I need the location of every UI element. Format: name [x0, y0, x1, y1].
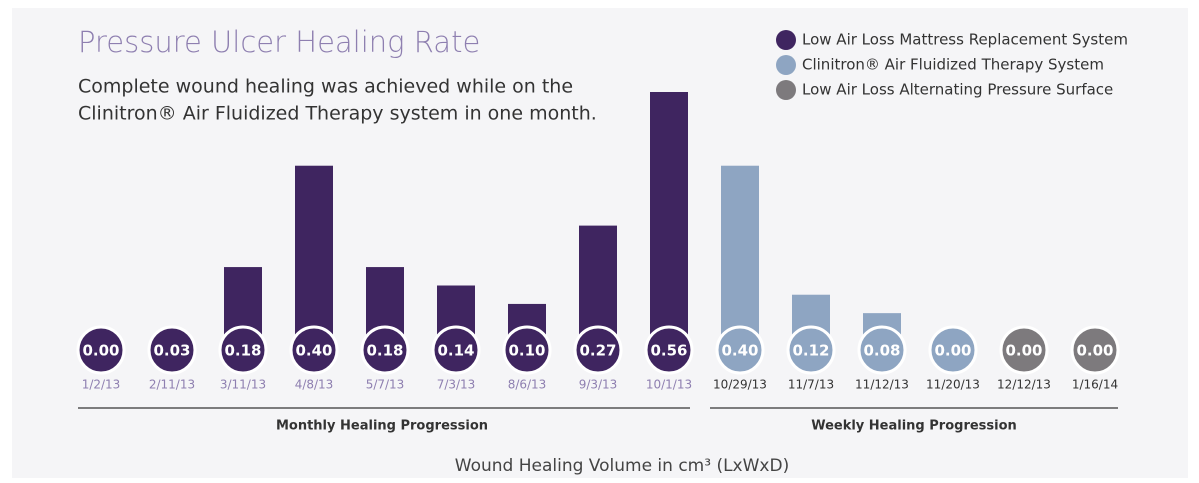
value-label: 0.00 — [1076, 342, 1113, 360]
value-label: 0.03 — [153, 342, 190, 360]
value-label: 0.18 — [224, 342, 261, 360]
x-tick-label: 10/1/13 — [646, 378, 692, 392]
value-badge — [928, 325, 978, 375]
value-badge — [431, 325, 481, 375]
bar — [721, 165, 759, 350]
x-tick-label: 1/16/14 — [1072, 378, 1118, 392]
bar — [295, 165, 333, 350]
x-tick-label: 5/7/13 — [366, 378, 405, 392]
x-axis-label: Wound Healing Volume in cm³ (LxWxD) — [455, 456, 789, 476]
x-tick-label: 7/3/13 — [437, 378, 476, 392]
value-label: 0.00 — [82, 342, 119, 360]
value-label: 0.00 — [1005, 342, 1042, 360]
x-tick-label: 10/29/13 — [713, 378, 767, 392]
value-badge — [715, 325, 765, 375]
legend-label: Low Air Loss Mattress Replacement System — [802, 31, 1128, 49]
value-label: 0.14 — [437, 342, 474, 360]
x-tick-label: 11/20/13 — [926, 378, 980, 392]
value-label: 0.40 — [721, 342, 758, 360]
x-tick-label: 11/7/13 — [788, 378, 834, 392]
group-label: Weekly Healing Progression — [811, 419, 1017, 434]
subtitle: Clinitron® Air Fluidized Therapy system … — [78, 103, 597, 125]
value-badge — [573, 325, 623, 375]
value-label: 0.27 — [579, 342, 616, 360]
x-tick-label: 11/12/13 — [855, 378, 909, 392]
value-badge — [786, 325, 836, 375]
value-badge — [360, 325, 410, 375]
legend-marker — [776, 55, 796, 75]
x-tick-label: 9/3/13 — [579, 378, 618, 392]
value-label: 0.40 — [295, 342, 332, 360]
chart-title: Pressure Ulcer Healing Rate — [78, 25, 480, 59]
x-tick-label: 4/8/13 — [295, 378, 334, 392]
value-badge — [289, 325, 339, 375]
bar — [650, 92, 688, 350]
x-tick-label: 2/11/13 — [149, 378, 195, 392]
legend-label: Low Air Loss Alternating Pressure Surfac… — [802, 81, 1113, 99]
x-tick-label: 12/12/13 — [997, 378, 1051, 392]
value-badge — [502, 325, 552, 375]
value-badge — [1070, 325, 1120, 375]
value-badge — [999, 325, 1049, 375]
x-tick-label: 1/2/13 — [82, 378, 121, 392]
value-badge — [857, 325, 907, 375]
value-badge — [644, 325, 694, 375]
value-label: 0.18 — [366, 342, 403, 360]
value-label: 0.56 — [650, 342, 687, 360]
x-tick-label: 3/11/13 — [220, 378, 266, 392]
value-badge — [218, 325, 268, 375]
subtitle: Complete wound healing was achieved whil… — [78, 76, 573, 98]
legend-label: Clinitron® Air Fluidized Therapy System — [802, 56, 1104, 74]
value-label: 0.12 — [792, 342, 829, 360]
group-label: Monthly Healing Progression — [276, 419, 488, 434]
legend-marker — [776, 30, 796, 50]
legend-marker — [776, 80, 796, 100]
value-badge — [147, 325, 197, 375]
x-tick-label: 8/6/13 — [508, 378, 547, 392]
value-label: 0.10 — [508, 342, 545, 360]
value-badge — [76, 325, 126, 375]
value-label: 0.00 — [934, 342, 971, 360]
value-label: 0.08 — [863, 342, 900, 360]
